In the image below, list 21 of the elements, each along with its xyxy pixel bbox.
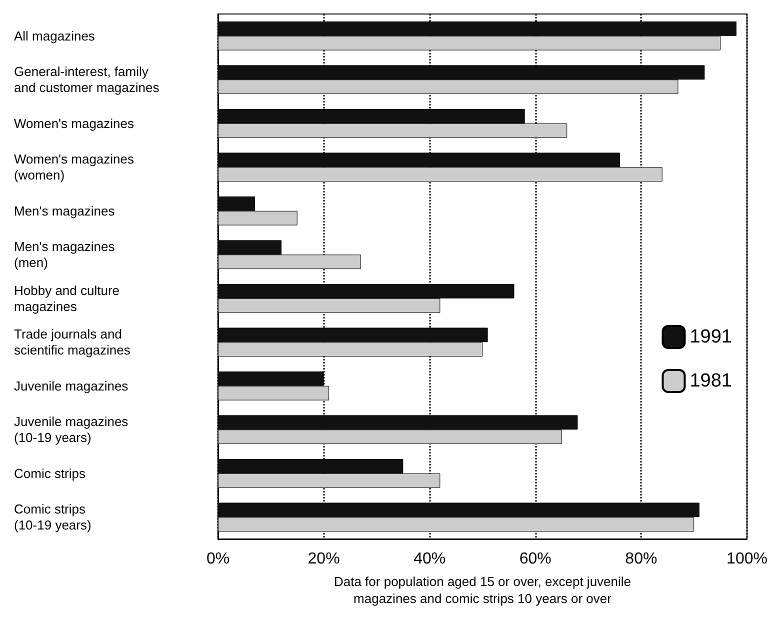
- y-tick-label: Juvenile magazines: [14, 378, 129, 394]
- y-tick-label: General-interest, family and customer magazines: [14, 64, 160, 96]
- y-tick-label: Women's magazines: [14, 116, 135, 131]
- x-tick-label: 20%: [308, 550, 340, 568]
- y-tick-label: Men's magazines: [14, 203, 116, 218]
- y-tick-label: All magazines: [14, 28, 96, 44]
- y-tick-label: Hobby and culture magazines: [14, 282, 120, 314]
- legend-label: 1981: [690, 370, 732, 392]
- x-tick-label: 60%: [519, 550, 552, 568]
- x-tick-label: 80%: [625, 550, 658, 568]
- y-tick-label: Comic strips: [14, 466, 86, 481]
- y-tick-label: Trade journals and scientific magazines: [14, 326, 131, 358]
- x-tick-label: 40%: [414, 550, 446, 568]
- x-tick-label: 0%: [206, 550, 230, 568]
- legend-label: 1991: [690, 326, 732, 348]
- y-tick-label: Juvenile magazines (10-19 years): [14, 414, 129, 446]
- y-tick-label: Comic strips (10-19 years): [14, 502, 92, 533]
- x-tick-label: 100%: [726, 550, 768, 568]
- x-axis-title: Data for population aged 15 or over, except juvenile magazines and comic strips 10 years or over: [334, 574, 632, 606]
- y-tick-label: Women's magazines (women): [14, 152, 135, 183]
- y-tick-label: Men's magazines (men): [14, 239, 116, 270]
